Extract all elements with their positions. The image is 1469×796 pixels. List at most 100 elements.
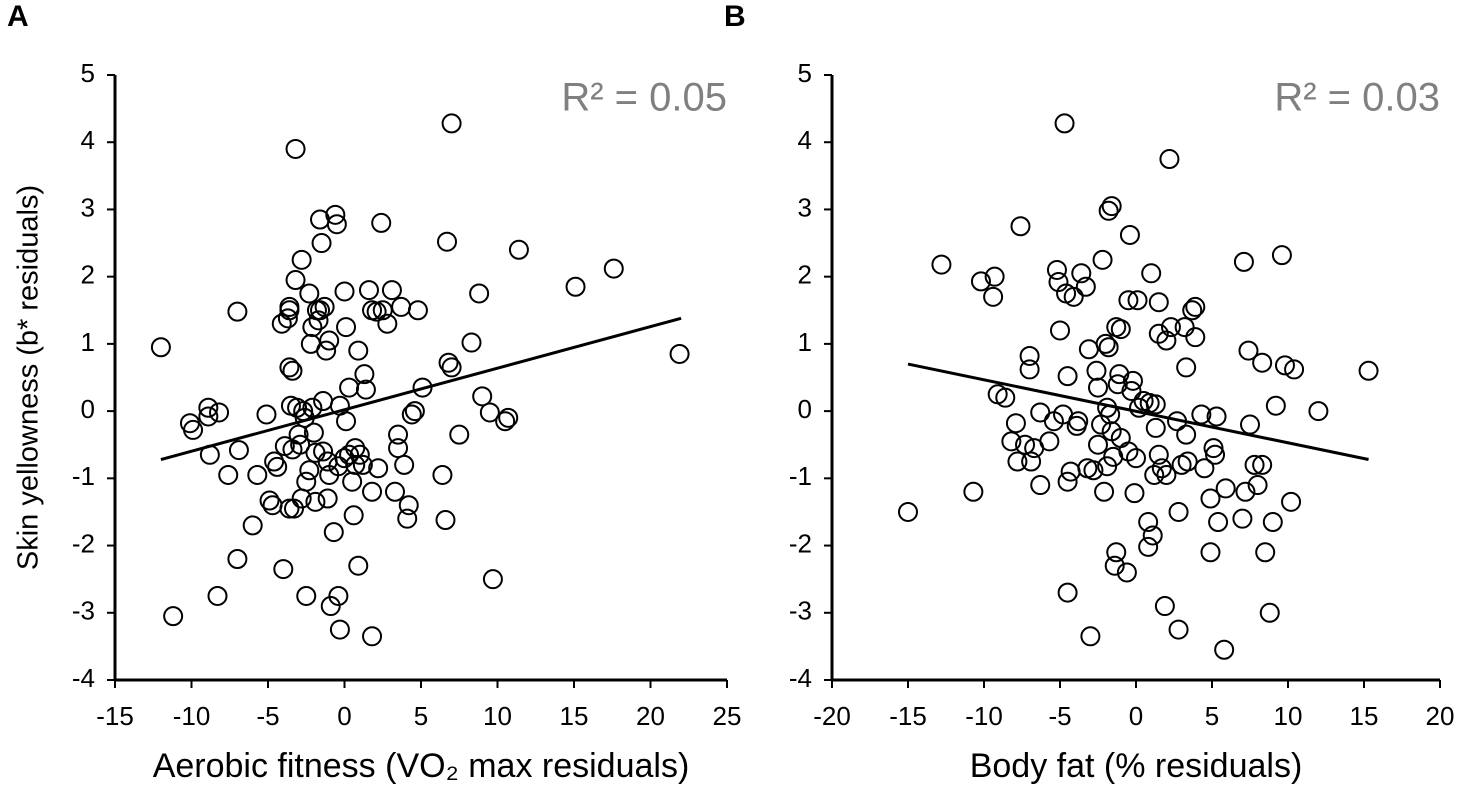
y-tick-label: 0 <box>81 394 95 424</box>
point <box>284 498 305 519</box>
point <box>326 214 347 235</box>
point <box>1148 444 1169 465</box>
x-tick-label: 10 <box>1274 701 1303 731</box>
point <box>1144 464 1165 485</box>
x-tick-label: 5 <box>1205 701 1219 731</box>
x-tick-label: -5 <box>1048 701 1071 731</box>
point <box>348 555 369 576</box>
point <box>1154 596 1175 617</box>
point <box>1247 475 1268 496</box>
point <box>983 286 1004 307</box>
point <box>1071 263 1092 284</box>
x-tick-label: 0 <box>1129 701 1143 731</box>
point <box>345 454 366 475</box>
point <box>1048 272 1069 293</box>
point <box>1057 582 1078 603</box>
point <box>1177 451 1198 472</box>
point <box>1141 263 1162 284</box>
x-tick-label: 5 <box>414 701 428 731</box>
y-tick-label: 4 <box>798 125 812 155</box>
point <box>1095 333 1116 354</box>
point <box>1176 424 1197 445</box>
point <box>407 300 428 321</box>
point <box>310 300 331 321</box>
point <box>319 330 340 351</box>
point <box>1308 401 1329 422</box>
point <box>334 448 355 469</box>
point <box>273 559 294 580</box>
point <box>381 280 402 301</box>
point <box>1106 542 1127 563</box>
y-tick-label: -1 <box>72 461 95 491</box>
point <box>1124 483 1145 504</box>
x-tick-label: -10 <box>173 701 211 731</box>
point <box>1252 454 1273 475</box>
point <box>1271 245 1292 266</box>
point <box>316 340 337 361</box>
point <box>404 401 425 422</box>
point <box>163 606 184 627</box>
point <box>1185 296 1206 317</box>
point <box>1200 542 1221 563</box>
point <box>355 379 376 400</box>
point <box>1358 360 1379 381</box>
point <box>1168 619 1189 640</box>
point <box>1010 216 1031 237</box>
point <box>267 456 288 477</box>
point <box>1021 451 1042 472</box>
point <box>1174 317 1195 338</box>
point <box>314 296 335 317</box>
y-tick-label: 5 <box>81 58 95 88</box>
y-tick-label: -2 <box>789 528 812 558</box>
point <box>1138 536 1159 557</box>
point <box>449 424 470 445</box>
point <box>1215 478 1236 499</box>
point <box>285 138 306 159</box>
point <box>334 281 355 302</box>
point <box>311 233 332 254</box>
point <box>354 364 375 385</box>
point <box>1060 461 1081 482</box>
point <box>432 464 453 485</box>
point <box>1030 402 1051 423</box>
point <box>1118 290 1139 311</box>
point <box>282 360 303 381</box>
point <box>1203 438 1224 459</box>
point <box>242 515 263 536</box>
x-tick-label: -10 <box>965 701 1003 731</box>
annotation: R² = 0.03 <box>1274 76 1440 120</box>
point <box>391 296 412 317</box>
point <box>323 522 344 543</box>
x-tick-label: 15 <box>560 701 589 731</box>
point <box>1232 508 1253 529</box>
x-tick-label: 20 <box>636 701 665 731</box>
point <box>1200 488 1221 509</box>
point <box>1094 481 1115 502</box>
point <box>1208 512 1229 533</box>
point <box>1205 444 1226 465</box>
point <box>1078 339 1099 360</box>
y-tick-label: 3 <box>798 192 812 222</box>
point <box>256 404 277 425</box>
point <box>285 270 306 291</box>
y-tick-label: -4 <box>789 663 812 693</box>
trend-line <box>160 316 682 461</box>
x-tick-label: 0 <box>337 701 351 731</box>
point <box>461 332 482 353</box>
point <box>1265 395 1286 416</box>
point <box>438 352 459 373</box>
y-tick-label: -4 <box>72 663 95 693</box>
point <box>1126 448 1146 469</box>
point <box>970 271 991 292</box>
point <box>228 440 249 461</box>
point <box>209 402 230 423</box>
point <box>339 377 360 398</box>
point <box>362 626 383 647</box>
point <box>1050 320 1070 341</box>
point <box>317 488 338 509</box>
point <box>299 460 320 481</box>
point <box>1005 413 1026 434</box>
point <box>1075 276 1096 297</box>
point <box>1142 525 1163 546</box>
